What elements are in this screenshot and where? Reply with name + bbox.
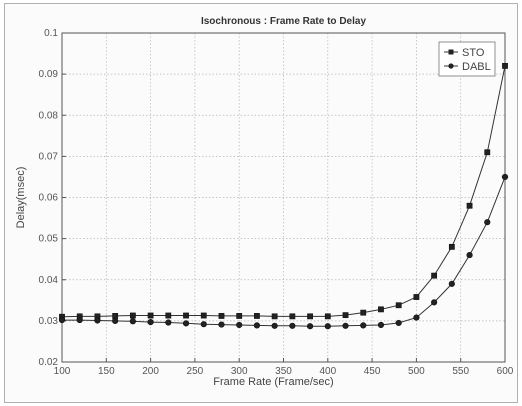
x-tick-label: 200: [142, 366, 159, 377]
x-tick-label: 400: [319, 366, 336, 377]
data-point-sto: [448, 243, 455, 250]
y-tick-label: 0.06: [39, 193, 59, 204]
data-point-dabl: [360, 322, 367, 329]
series-group: [58, 62, 509, 330]
data-point-sto: [183, 312, 189, 319]
legend-item-sto: STO: [444, 47, 485, 59]
y-tick-label: 0.04: [39, 275, 59, 286]
data-point-dabl: [147, 319, 154, 326]
legend-item-dabl: DABL: [444, 61, 491, 73]
data-point-sto: [484, 149, 491, 156]
data-point-dabl: [253, 322, 261, 329]
data-point-dabl: [501, 173, 509, 181]
data-point-dabl: [324, 323, 331, 330]
x-tick-label: 550: [452, 366, 469, 377]
legend-marker-square: [448, 49, 454, 55]
x-axis-ticks: 100 150 200 250 300 350 400 450 500 550 600: [54, 358, 514, 377]
data-point-dabl: [112, 317, 119, 324]
x-tick-label: 100: [54, 366, 71, 377]
data-point-dabl: [218, 321, 225, 328]
data-point-sto: [200, 312, 207, 319]
y-tick-label: 0.03: [39, 316, 59, 327]
legend-marker-circle: [448, 63, 454, 69]
data-point-dabl: [431, 299, 438, 306]
data-point-dabl: [271, 322, 278, 329]
grid: [62, 33, 505, 362]
data-point-dabl: [413, 314, 420, 321]
series-sto: [59, 62, 508, 320]
legend-box: [438, 41, 496, 77]
y-tick-label: 0.02: [39, 357, 59, 368]
data-point-sto: [466, 202, 473, 209]
y-axis-ticks: 0.02 0.03 0.04 0.05 0.06 0.07 0.08 0.09 0.1: [39, 28, 66, 368]
data-point-dabl: [76, 316, 83, 324]
x-tick-label: 500: [408, 366, 425, 377]
data-point-sto: [289, 313, 296, 320]
data-point-sto: [254, 313, 260, 319]
data-point-dabl: [58, 316, 66, 324]
data-point-sto: [395, 302, 402, 309]
data-point-dabl: [94, 317, 101, 324]
data-point-dabl: [289, 322, 296, 329]
data-point-dabl: [342, 322, 349, 329]
data-point-dabl: [466, 251, 473, 259]
data-point-sto: [112, 313, 119, 319]
data-point-sto: [236, 313, 243, 319]
data-point-sto: [147, 312, 154, 319]
data-point-sto: [413, 294, 420, 300]
data-point-sto: [431, 272, 438, 279]
data-point-sto: [342, 312, 349, 319]
x-tick-label: 350: [275, 366, 292, 377]
data-point-dabl: [182, 320, 190, 327]
legend-label: DABL: [462, 61, 491, 73]
x-tick-label: 150: [98, 366, 115, 377]
data-point-dabl: [200, 321, 207, 328]
data-point-sto: [324, 313, 331, 320]
legend: STO DABL: [438, 41, 496, 77]
y-tick-label: 0.09: [39, 69, 59, 80]
data-point-sto: [271, 313, 278, 320]
data-point-dabl: [484, 219, 491, 226]
data-point-dabl: [377, 321, 385, 329]
x-tick-label: 250: [187, 366, 204, 377]
data-point-sto: [165, 312, 172, 319]
y-tick-label: 0.1: [44, 28, 58, 39]
x-tick-label: 300: [231, 366, 248, 377]
data-point-dabl: [395, 319, 402, 327]
y-tick-label: 0.08: [39, 110, 59, 121]
data-point-dabl: [165, 319, 172, 326]
data-point-sto: [218, 313, 225, 319]
chart-title: Isochronous : Frame Rate to Delay: [201, 16, 366, 27]
data-point-dabl: [129, 318, 136, 325]
legend-label: STO: [462, 47, 485, 59]
data-point-sto: [502, 62, 508, 69]
x-tick-label: 450: [364, 366, 381, 377]
x-tick-label: 600: [497, 366, 514, 377]
y-tick-label: 0.07: [39, 151, 59, 162]
figure-frame: [4, 3, 518, 403]
series-line-sto: [61, 65, 506, 318]
y-tick-label: 0.05: [39, 234, 59, 245]
data-point-dabl: [236, 321, 243, 329]
data-point-sto: [378, 306, 384, 313]
data-point-dabl: [306, 323, 314, 330]
x-axis-label: Frame Rate (Frame/sec): [213, 376, 333, 388]
data-point-sto: [360, 309, 367, 316]
data-point-sto: [129, 312, 136, 319]
data-point-dabl: [448, 280, 455, 287]
y-axis-label: Delay(msec): [15, 167, 27, 229]
series-dabl: [58, 173, 509, 330]
data-point-sto: [307, 313, 313, 320]
